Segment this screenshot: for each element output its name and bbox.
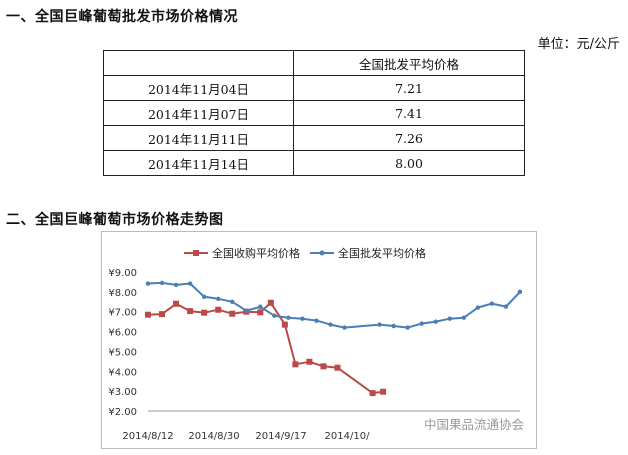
y-tick-label: ¥4.00 <box>108 367 137 378</box>
data-point <box>328 322 333 327</box>
legend-marker <box>319 250 325 256</box>
series-line <box>147 281 521 329</box>
data-point <box>257 309 264 316</box>
price-table: 全国批发平均价格 2014年11月04日 7.21 2014年11月07日 7.… <box>103 50 525 176</box>
y-tick-label: ¥2.00 <box>108 407 137 418</box>
table-row: 2014年11月14日 8.00 <box>103 150 525 176</box>
x-tick-label: 2014/8/30 <box>188 431 239 442</box>
data-point <box>419 321 424 326</box>
data-point <box>244 308 249 313</box>
data-point <box>173 282 179 288</box>
data-point <box>187 308 194 315</box>
legend-label: 全国收购平均价格 <box>212 246 300 260</box>
data-point <box>433 319 438 324</box>
data-point <box>475 305 481 310</box>
data-point <box>320 363 327 370</box>
chart-svg: 全国收购平均价格 全国批发平均价格 ¥2.00 ¥3.00 ¥4.00 ¥5.00 ¥6.… <box>108 246 525 442</box>
y-tick-label: ¥3.00 <box>108 387 137 398</box>
data-point <box>405 325 410 330</box>
data-point <box>334 364 341 371</box>
legend-marker <box>193 250 199 256</box>
section2-title: 二、全国巨峰葡萄市场价格走势图 <box>6 212 224 228</box>
data-point <box>145 281 151 286</box>
chart-series <box>145 280 523 397</box>
y-axis: ¥2.00 ¥3.00 ¥4.00 ¥5.00 ¥6.00 ¥7.00 ¥8.00 ¥9.00 <box>108 268 520 418</box>
x-tick-label: 2014/8/12 <box>122 431 173 442</box>
data-point <box>272 313 277 318</box>
data-point <box>447 316 453 321</box>
data-point <box>369 390 376 397</box>
data-point <box>380 388 387 395</box>
section1-title: 一、全国巨峰葡萄批发市场价格情况 <box>6 9 238 25</box>
watermark-text: 中国果品流通协会 <box>424 417 525 432</box>
data-point <box>201 294 207 300</box>
date-cell: 2014年11月04日 <box>103 75 294 101</box>
chart-legend: 全国收购平均价格 全国批发平均价格 <box>184 246 426 260</box>
data-point <box>292 361 299 368</box>
y-tick-label: ¥5.00 <box>108 347 137 358</box>
value-cell: 7.41 <box>293 100 525 126</box>
x-axis: 2014/8/12 2014/8/30 2014/9/17 2014/10/ <box>122 431 370 442</box>
data-point <box>306 358 313 365</box>
date-cell: 2014年11月07日 <box>103 100 294 126</box>
data-point <box>503 304 509 309</box>
data-point <box>145 311 151 318</box>
data-point <box>229 310 236 317</box>
data-point <box>215 296 221 302</box>
unit-label: 单位：元/公斤 <box>537 37 620 52</box>
data-point <box>489 301 495 306</box>
table-header-cell <box>103 50 294 76</box>
data-point <box>314 318 319 323</box>
x-tick-label: 2014/10/ <box>325 431 371 442</box>
data-point <box>377 322 382 327</box>
y-tick-label: ¥7.00 <box>108 308 137 319</box>
data-point <box>159 280 165 286</box>
data-point <box>286 315 291 320</box>
data-point <box>159 311 166 318</box>
date-cell: 2014年11月14日 <box>103 150 294 176</box>
data-point <box>187 281 193 286</box>
table-header-cell: 全国批发平均价格 <box>293 50 525 76</box>
price-trend-chart: 全国收购平均价格 全国批发平均价格 ¥2.00 ¥3.00 ¥4.00 ¥5.00 ¥6.… <box>101 231 537 449</box>
data-point <box>173 300 180 307</box>
table-header-row: 全国批发平均价格 <box>103 50 525 76</box>
data-point <box>300 316 305 321</box>
value-cell: 7.26 <box>293 125 525 151</box>
data-point <box>258 304 263 309</box>
date-cell: 2014年11月11日 <box>103 125 294 151</box>
value-cell: 8.00 <box>293 150 525 176</box>
table-row: 2014年11月04日 7.21 <box>103 75 525 101</box>
data-point <box>391 323 396 329</box>
data-point <box>517 289 523 295</box>
data-point <box>230 299 235 304</box>
x-tick-label: 2014/9/17 <box>255 431 306 442</box>
data-point <box>342 325 347 330</box>
value-cell: 7.21 <box>293 75 525 101</box>
table-row: 2014年11月07日 7.41 <box>103 100 525 126</box>
data-point <box>461 315 467 320</box>
legend-label: 全国批发平均价格 <box>338 246 426 260</box>
table-row: 2014年11月11日 7.26 <box>103 125 525 151</box>
y-tick-label: ¥6.00 <box>108 328 137 339</box>
data-point <box>201 309 208 316</box>
data-point <box>267 299 274 306</box>
data-point <box>281 321 288 328</box>
y-tick-label: ¥9.00 <box>108 268 137 279</box>
data-point <box>215 306 222 313</box>
series-line <box>147 301 384 395</box>
y-tick-label: ¥8.00 <box>108 288 137 299</box>
